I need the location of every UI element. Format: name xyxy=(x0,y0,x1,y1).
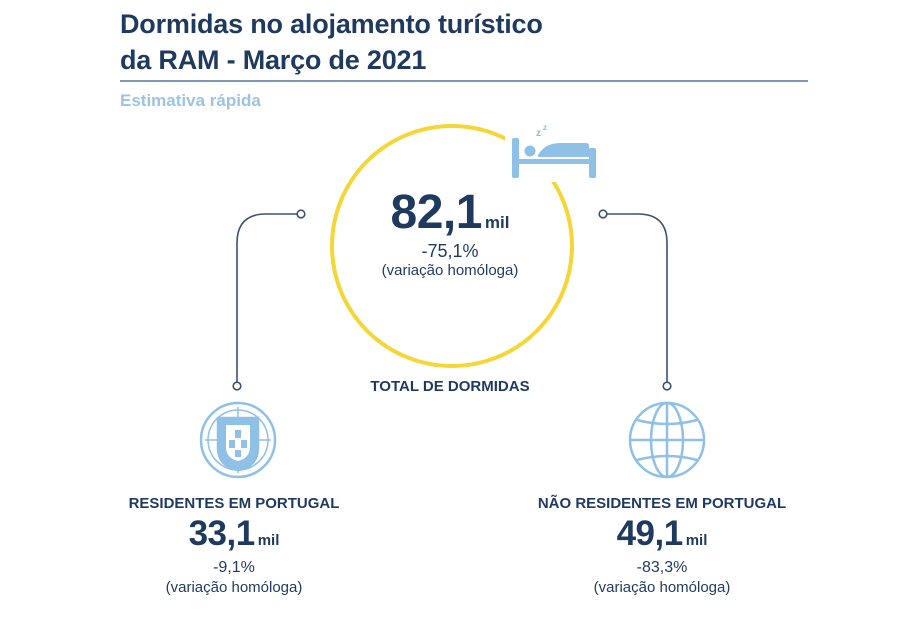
residents-unit: mil xyxy=(257,532,280,549)
non-residents-value: 49,1 xyxy=(616,514,684,553)
title-line-1: Dormidas no alojamento turístico xyxy=(120,9,543,39)
infographic-title: Dormidas no alojamento turístico da RAM … xyxy=(120,6,543,78)
non-residents-unit: mil xyxy=(685,532,708,549)
left-connector xyxy=(232,209,306,391)
title-line-2: da RAM - Março de 2021 xyxy=(120,45,427,75)
total-label: TOTAL DE DORMIDAS xyxy=(370,378,530,395)
subtitle: Estimativa rápida xyxy=(120,91,261,110)
non-residents-change: -83,3% xyxy=(636,559,688,576)
total-block: 82,1 mil -75,1% (variação homóloga) xyxy=(330,188,570,280)
residents-change: -9,1% xyxy=(213,559,255,576)
svg-text:z: z xyxy=(536,128,541,139)
globe-icon xyxy=(628,401,706,479)
residents-label: RESIDENTES EM PORTUGAL xyxy=(128,495,340,512)
residents-block: RESIDENTES EM PORTUGAL 33,1 mil -9,1% (va… xyxy=(74,494,394,598)
total-value: 82,1 xyxy=(390,186,483,239)
total-change-note: (variação homóloga) xyxy=(381,262,519,279)
non-residents-label: NÃO RESIDENTES EM PORTUGAL xyxy=(537,495,787,512)
right-connector xyxy=(598,209,672,391)
non-residents-change-note: (variação homóloga) xyxy=(593,579,731,596)
bed-sleeping-icon: z z xyxy=(505,123,605,182)
total-unit: mil xyxy=(484,213,510,232)
total-ring xyxy=(330,124,574,368)
residents-value: 33,1 xyxy=(188,514,256,553)
residents-change-note: (variação homóloga) xyxy=(165,579,303,596)
total-change: -75,1% xyxy=(421,241,479,261)
non-residents-block: NÃO RESIDENTES EM PORTUGAL 49,1 mil -83,3… xyxy=(502,494,822,598)
svg-text:z: z xyxy=(543,123,547,132)
title-divider xyxy=(120,80,808,82)
portugal-coat-of-arms-icon xyxy=(199,401,277,479)
